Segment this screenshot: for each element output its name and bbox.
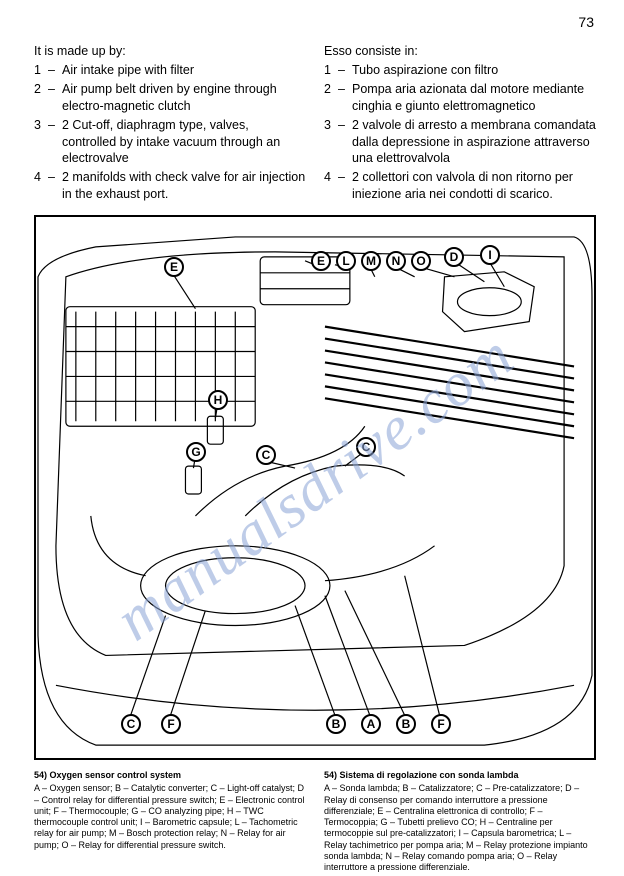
label-I: I xyxy=(480,245,500,265)
label-C-bottom: C xyxy=(121,714,141,734)
left-intro: It is made up by: xyxy=(34,44,306,58)
label-N: N xyxy=(386,251,406,271)
right-column: Esso consiste in: 1–Tubo aspirazione con… xyxy=(324,44,596,205)
caption-left: 54) Oxygen sensor control system A – Oxy… xyxy=(34,770,306,873)
list-item: 4–2 manifolds with check valve for air i… xyxy=(34,169,306,203)
list-item: 1–Air intake pipe with filter xyxy=(34,62,306,79)
left-list: 1–Air intake pipe with filter 2–Air pump… xyxy=(34,62,306,203)
right-list: 1–Tubo aspirazione con filtro 2–Pompa ar… xyxy=(324,62,596,203)
list-item: 2–Pompa aria azionata dal motore mediant… xyxy=(324,81,596,115)
label-A: A xyxy=(361,714,381,734)
label-H: H xyxy=(208,390,228,410)
left-column: It is made up by: 1–Air intake pipe with… xyxy=(34,44,306,205)
label-E: E xyxy=(164,257,184,277)
label-G: G xyxy=(186,442,206,462)
caption-right-title: 54) Sistema di regolazione con sonda lam… xyxy=(324,770,596,781)
list-item: 3–2 valvole di arresto a membrana comand… xyxy=(324,117,596,168)
label-B: B xyxy=(326,714,346,734)
caption-left-body: A – Oxygen sensor; B – Catalytic convert… xyxy=(34,783,306,851)
engine-diagram: manualsdrive.com E E L M N O D I H G C C… xyxy=(34,215,596,760)
label-B2: B xyxy=(396,714,416,734)
list-item: 3–2 Cut-off, diaphragm type, valves, con… xyxy=(34,117,306,168)
label-M: M xyxy=(361,251,381,271)
list-item: 4–2 collettori con valvola di non ritorn… xyxy=(324,169,596,203)
list-item: 1–Tubo aspirazione con filtro xyxy=(324,62,596,79)
label-F2: F xyxy=(431,714,451,734)
engine-illustration xyxy=(36,217,594,760)
captions: 54) Oxygen sensor control system A – Oxy… xyxy=(34,770,596,873)
label-C1: C xyxy=(256,445,276,465)
top-columns: It is made up by: 1–Air intake pipe with… xyxy=(34,44,596,205)
list-item: 2–Air pump belt driven by engine through… xyxy=(34,81,306,115)
label-F-bottom: F xyxy=(161,714,181,734)
caption-right: 54) Sistema di regolazione con sonda lam… xyxy=(324,770,596,873)
right-intro: Esso consiste in: xyxy=(324,44,596,58)
label-L: L xyxy=(336,251,356,271)
label-D: D xyxy=(444,247,464,267)
label-O: O xyxy=(411,251,431,271)
label-E2: E xyxy=(311,251,331,271)
label-C2: C xyxy=(356,437,376,457)
caption-left-title: 54) Oxygen sensor control system xyxy=(34,770,306,781)
page-number: 73 xyxy=(578,14,594,30)
caption-right-body: A – Sonda lambda; B – Catalizzatore; C –… xyxy=(324,783,596,873)
